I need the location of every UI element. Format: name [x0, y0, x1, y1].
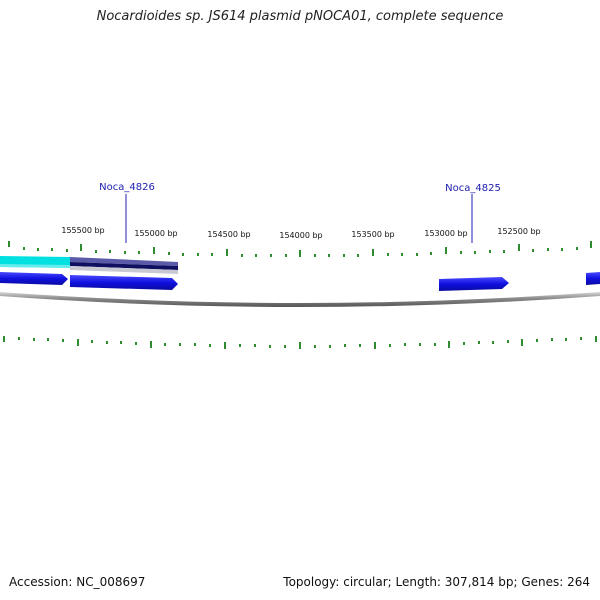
- map-title: Nocardioides sp. JS614 plasmid pNOCA01, …: [96, 9, 504, 24]
- gene-arrow[interactable]: [439, 277, 509, 291]
- tick-label: 154500 bp: [207, 230, 250, 239]
- lower-tick-ring: [3, 336, 597, 349]
- gene-label-noca-4826[interactable]: Noca_4826: [99, 182, 155, 193]
- gene-cyan-highlight: [0, 264, 70, 268]
- outer-gene-track: [0, 256, 178, 274]
- summary-text: Topology: circular; Length: 307,814 bp; …: [283, 575, 590, 589]
- tick-label: 153000 bp: [424, 229, 467, 238]
- gene-grey-segment: [70, 266, 178, 274]
- tick-label: 152500 bp: [497, 227, 540, 236]
- tick-label: 155500 bp: [61, 226, 104, 235]
- gene-arrow[interactable]: [0, 272, 68, 285]
- tick-label: 155000 bp: [134, 229, 177, 238]
- gene-navy-segment[interactable]: [70, 262, 178, 270]
- inner-gene-track: [0, 272, 600, 291]
- gene-purple-segment[interactable]: [70, 257, 178, 266]
- tick-label: 154000 bp: [279, 231, 322, 240]
- accession-text: Accession: NC_008697: [9, 575, 146, 589]
- upper-tick-ring: [8, 241, 592, 257]
- plasmid-backbone: [0, 292, 600, 307]
- gene-label-noca-4825[interactable]: Noca_4825: [445, 183, 501, 194]
- gene-arrow[interactable]: [70, 275, 178, 290]
- tick-label: 153500 bp: [351, 230, 394, 239]
- gene-arrow[interactable]: [586, 272, 600, 285]
